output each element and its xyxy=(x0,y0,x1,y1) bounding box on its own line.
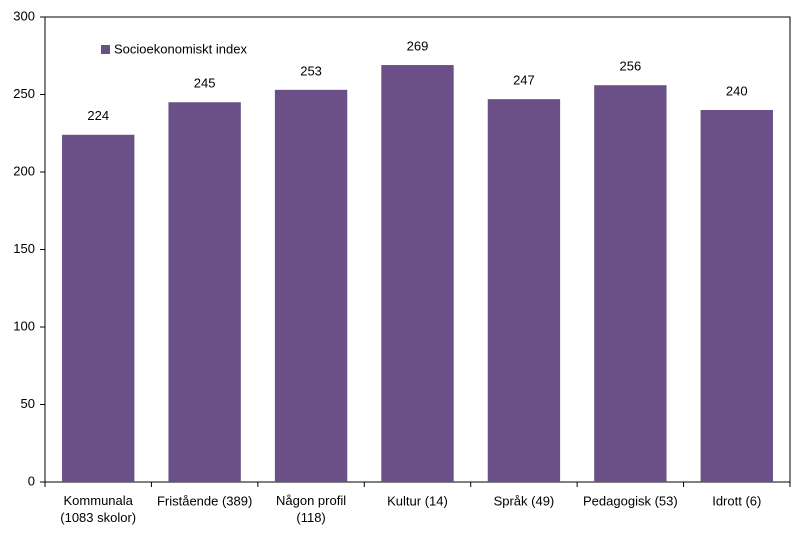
x-tick-label: Fristående (389) xyxy=(157,493,252,508)
y-tick-label: 150 xyxy=(13,241,35,256)
x-tick-label: Kultur (14) xyxy=(387,493,448,508)
x-tick-label: Pedagogisk (53) xyxy=(583,493,678,508)
x-tick-label: Idrott (6) xyxy=(712,493,761,508)
y-tick-label: 300 xyxy=(13,8,35,23)
bar xyxy=(381,65,454,483)
legend-label: Socioekonomiskt index xyxy=(114,41,247,56)
bar xyxy=(274,89,348,482)
value-label: 253 xyxy=(300,63,322,78)
y-tick-label: 100 xyxy=(13,318,35,333)
y-tick-label: 200 xyxy=(13,163,35,178)
x-tick-label: Kommunala (1083 skolor) xyxy=(60,493,136,525)
x-tick-label: Någon profil (118) xyxy=(276,493,346,525)
value-label: 269 xyxy=(407,38,429,53)
bar xyxy=(700,110,773,482)
value-label: 247 xyxy=(513,73,535,88)
bar xyxy=(487,99,561,483)
value-label: 256 xyxy=(620,59,642,74)
y-tick-label: 0 xyxy=(28,473,35,488)
x-tick-label: Språk (49) xyxy=(494,493,555,508)
value-label: 245 xyxy=(194,76,216,91)
bar xyxy=(168,102,241,482)
value-label: 224 xyxy=(87,108,109,123)
y-tick-label: 250 xyxy=(13,86,35,101)
value-label: 240 xyxy=(726,83,748,98)
legend-swatch xyxy=(101,45,110,54)
y-tick-label: 50 xyxy=(21,396,35,411)
bar xyxy=(594,85,667,482)
bar xyxy=(62,134,135,483)
